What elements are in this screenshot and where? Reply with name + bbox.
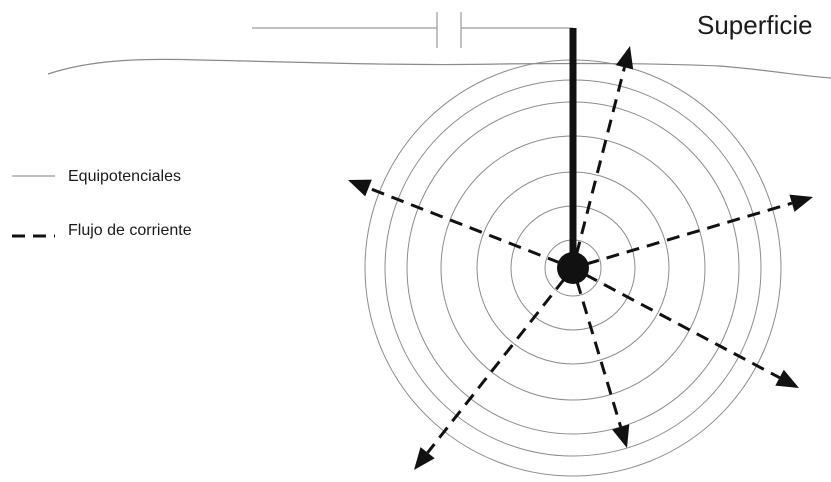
current-flow-arrowhead [775, 369, 799, 388]
current-flow-arrowhead [414, 447, 435, 470]
current-flow-arrowhead [615, 46, 634, 70]
legend: Equipotenciales Flujo de corriente [12, 168, 192, 239]
current-flow-line [575, 280, 623, 428]
current-flow-line [584, 273, 781, 380]
legend-equipotential-label: Equipotenciales [68, 168, 181, 185]
electrode-tip [557, 252, 589, 284]
source-wire [252, 12, 573, 48]
current-flow-arrowhead [612, 424, 630, 448]
current-flow-line [426, 278, 566, 454]
current-flow-line [367, 186, 561, 265]
current-flow-line [585, 201, 793, 266]
legend-current-flow-label: Flujo de corriente [68, 222, 192, 239]
current-flow-arrowhead [348, 179, 372, 197]
current-flow-line [575, 66, 626, 255]
ground-surface-line [47, 58, 831, 79]
current-flow-arrowhead [789, 194, 813, 212]
surface-label: Superficie [697, 10, 813, 40]
current-flow-arrows [348, 46, 813, 470]
